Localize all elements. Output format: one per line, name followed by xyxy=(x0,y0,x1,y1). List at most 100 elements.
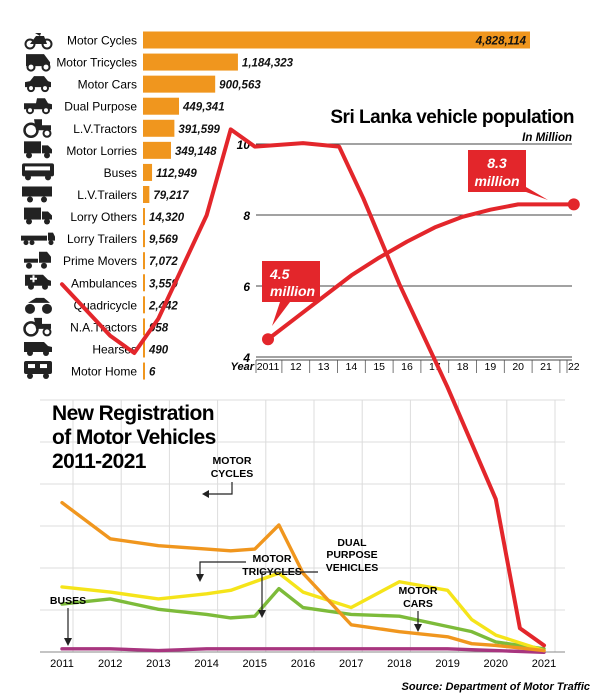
bar-data-label: 4,828,114 xyxy=(475,36,527,48)
series-label: CARS xyxy=(403,598,433,610)
series-line-motor-cycles xyxy=(60,127,546,648)
x-tick-label: 16 xyxy=(401,361,413,373)
bar-category-label: Motor Lorries xyxy=(66,144,137,158)
x-tick-label: 18 xyxy=(457,361,469,373)
bar xyxy=(143,75,216,93)
bar-data-label: 900,563 xyxy=(219,80,261,92)
bar-category-label: Lorry Others xyxy=(70,210,137,224)
series-label: MOTOR xyxy=(399,585,438,597)
callout-box xyxy=(468,150,548,200)
series-label: PURPOSE xyxy=(326,549,377,561)
x-tick-label: 2018 xyxy=(387,658,411,670)
end-point xyxy=(567,198,580,211)
bar-data-label: 112,949 xyxy=(156,168,197,180)
arrow-dual-purpose-head xyxy=(258,610,266,618)
x-tick-label: 2021 xyxy=(532,658,556,670)
bar-category-label: Dual Purpose xyxy=(64,100,137,114)
bar xyxy=(143,208,145,226)
x-tick-label: 20 xyxy=(512,361,524,373)
bar xyxy=(143,53,238,71)
x-tick-label: 2020 xyxy=(484,658,508,670)
y-tick-label: 6 xyxy=(243,280,250,294)
x-tick-label: 2013 xyxy=(146,658,170,670)
annotation-unit: million xyxy=(474,173,519,189)
series-line-motor-tricycles xyxy=(60,500,546,653)
source-note: Source: Department of Motor Traffic xyxy=(402,681,590,693)
bar xyxy=(143,163,153,181)
series-line-dual-purpose-vehicles xyxy=(60,586,546,651)
chart-title-line: New Registration xyxy=(52,402,214,425)
annotation-value: 4.5 xyxy=(269,266,290,282)
arrow-motor-cycles xyxy=(208,482,233,495)
x-tick-label: 21 xyxy=(540,361,552,373)
vehicle-icon-tricycle-icon xyxy=(26,54,51,72)
bar-category-label: L.V.Tractors xyxy=(73,122,137,136)
line-chart-vehicle-population: Sri Lanka vehicle population In Million 4 6… xyxy=(231,107,580,373)
series-line-motor-cars xyxy=(60,571,546,653)
arrow-dual-purpose xyxy=(261,571,318,612)
series-label: VEHICLES xyxy=(326,562,379,574)
vehicle-icon-tractor-icon xyxy=(23,119,52,139)
bar-data-label: 7,072 xyxy=(149,256,178,268)
annotation-end: 8.3 million xyxy=(468,150,548,200)
x-tick-label: 14 xyxy=(346,361,358,373)
bar xyxy=(143,318,145,336)
vehicle-icon-ambulance-icon xyxy=(25,274,51,290)
arrow-motor-cars-head xyxy=(414,624,422,632)
x-tick-label: 2017 xyxy=(339,658,363,670)
bar-category-label: Motor Tricycles xyxy=(56,56,137,70)
vehicle-icon-hearse-icon xyxy=(24,341,52,356)
vehicle-icon-prime-mover-icon xyxy=(24,251,51,269)
series-label: MOTOR xyxy=(253,553,292,565)
x-tick-label: 2011 xyxy=(50,658,74,670)
bar-category-label: Quadricycle xyxy=(74,298,138,312)
callout-box xyxy=(262,261,320,326)
x-tick-label: 17 xyxy=(429,361,441,373)
x-tick-label: 2014 xyxy=(194,658,218,670)
series-line-buses xyxy=(60,647,546,654)
chart-subtitle: In Million xyxy=(522,132,572,144)
bar xyxy=(143,185,150,203)
bar xyxy=(143,340,145,358)
x-tick-label: 2012 xyxy=(98,658,122,670)
series-label: DUAL xyxy=(337,537,367,549)
vehicle-icon-bus-icon xyxy=(22,163,54,181)
bar-category-label: Motor Cars xyxy=(78,78,137,92)
bar-data-label: 1,184,323 xyxy=(242,58,294,70)
arrow-buses-head xyxy=(64,638,72,646)
y-tick-label: 8 xyxy=(243,209,250,223)
x-tick-label: 2011 xyxy=(257,361,280,373)
bar xyxy=(143,230,145,248)
bar-category-label: Ambulances xyxy=(71,276,137,290)
vehicle-icon-car-icon xyxy=(25,76,51,93)
bar xyxy=(143,97,180,115)
vehicle-icon-motorhome-icon xyxy=(24,361,52,380)
bar-data-label: 6 xyxy=(149,367,156,379)
annotation-unit: million xyxy=(270,283,315,299)
bar-category-label: L.V.Trailers xyxy=(77,188,137,202)
bar-category-label: Prime Movers xyxy=(63,254,137,268)
bar xyxy=(143,296,145,314)
x-tick-label: 15 xyxy=(373,361,385,373)
bar xyxy=(143,141,171,159)
start-point xyxy=(262,333,274,346)
arrow-tricycles xyxy=(199,561,246,576)
vehicle-icon-lorry-icon xyxy=(24,207,52,225)
arrow-motor-cycles-head xyxy=(202,490,209,498)
bar-data-label: 79,217 xyxy=(153,190,189,202)
x-tick-label: 2016 xyxy=(291,658,315,670)
bar-data-label: 391,599 xyxy=(178,124,220,136)
x-tick-label: 13 xyxy=(318,361,330,373)
x-tick-label: 19 xyxy=(485,361,497,373)
series-label: BUSES xyxy=(50,595,86,607)
series-label: MOTOR xyxy=(213,455,252,467)
bar-data-label: 349,148 xyxy=(175,146,217,158)
series-label: CYCLES xyxy=(211,468,254,480)
bar-category-label: Buses xyxy=(104,166,137,180)
vehicle-icon-quadricycle-icon xyxy=(25,297,52,314)
bar-data-label: 490 xyxy=(148,344,169,356)
vehicle-icon-motorcycle-icon xyxy=(24,33,53,50)
vehicle-icon-lorry-icon xyxy=(24,141,52,159)
